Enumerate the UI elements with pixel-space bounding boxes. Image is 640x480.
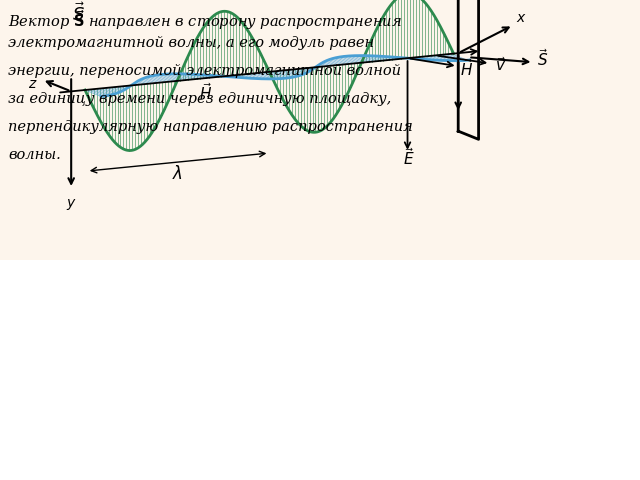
Text: $\vec{S}$: $\vec{S}$: [72, 2, 85, 25]
Text: за единицу времени через единичную площадку,: за единицу времени через единичную площа…: [8, 92, 391, 106]
Text: $\vec{S}$: $\vec{S}$: [538, 48, 548, 69]
Text: Вектор $\mathbf{\vec{S}}$ направлен в сторону распространения: Вектор $\mathbf{\vec{S}}$ направлен в ст…: [8, 8, 402, 32]
Text: z: z: [28, 77, 35, 91]
Bar: [0, 260, 640, 480]
Text: электромагнитной волны, а его модуль равен: электромагнитной волны, а его модуль рав…: [8, 36, 374, 50]
Text: y: y: [66, 196, 74, 210]
Text: $\vec{E}$: $\vec{E}$: [403, 147, 414, 168]
Text: $\vec{H}$: $\vec{H}$: [460, 58, 472, 79]
Text: $\vec{v}$: $\vec{v}$: [495, 57, 506, 74]
Text: перпендикулярную направлению распространения: перпендикулярную направлению распростран…: [8, 120, 413, 134]
Text: энергии, переносимой электромагнитной волной: энергии, переносимой электромагнитной во…: [8, 64, 401, 78]
Text: $\lambda$: $\lambda$: [172, 165, 183, 183]
Text: $\vec{v}$: $\vec{v}$: [299, 0, 310, 3]
Text: волны.: волны.: [8, 148, 61, 162]
Text: $\vec{H}$: $\vec{H}$: [198, 82, 212, 103]
Text: x: x: [516, 11, 524, 25]
